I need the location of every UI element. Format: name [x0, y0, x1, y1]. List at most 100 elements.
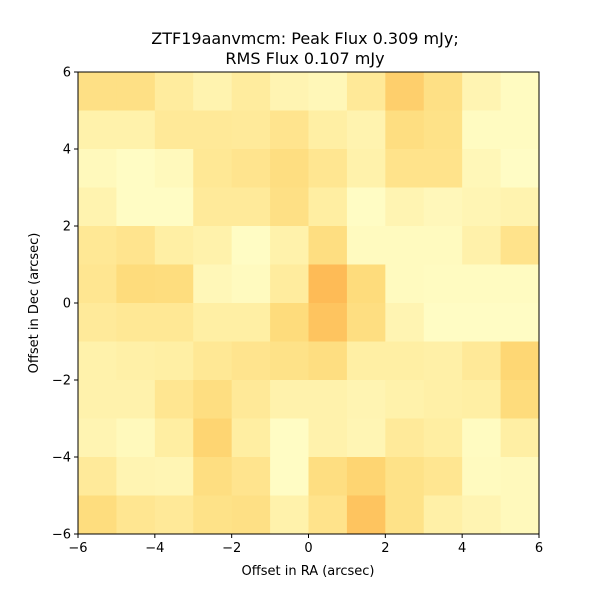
heatmap-cell	[270, 341, 309, 381]
heatmap-cell	[346, 495, 386, 535]
heatmap-cell	[78, 341, 117, 381]
heatmap-cell	[462, 264, 502, 304]
heatmap-cell	[154, 380, 194, 419]
x-axis-label: Offset in RA (arcsec)	[242, 564, 375, 579]
heatmap-cell	[385, 303, 425, 342]
heatmap-cell	[385, 380, 425, 419]
heatmap-cell	[500, 380, 540, 419]
heatmap-cell	[193, 303, 233, 342]
heatmap-cell	[116, 72, 156, 111]
heatmap-cell	[231, 226, 271, 265]
heatmap-cell	[193, 341, 233, 381]
heatmap-cell	[346, 457, 386, 496]
heatmap-cell	[116, 149, 156, 188]
heatmap-cell	[116, 341, 156, 381]
heatmap-cell	[500, 226, 540, 265]
heatmap-cell	[308, 457, 348, 496]
heatmap-cell	[423, 341, 463, 381]
heatmap-cell	[270, 457, 309, 496]
heatmap-cell	[500, 303, 540, 342]
heatmap-cell	[462, 303, 502, 342]
heatmap-cell	[193, 495, 233, 535]
heatmap-cell	[308, 226, 348, 265]
heatmap-cell	[231, 303, 271, 342]
heatmap-cell	[193, 149, 233, 188]
heatmap-cell	[231, 341, 271, 381]
heatmap-cell	[346, 380, 386, 419]
heatmap-cell	[423, 110, 463, 150]
heatmap-cell	[462, 187, 502, 227]
heatmap-cell	[116, 418, 156, 458]
heatmap-cell	[270, 418, 309, 458]
heatmap-cell	[270, 187, 309, 227]
heatmap-cell	[500, 187, 540, 227]
heatmap-cell	[231, 187, 271, 227]
y-tick-label: 2	[63, 220, 71, 235]
heatmap-cell	[462, 457, 502, 496]
heatmap-cell	[193, 418, 233, 458]
heatmap-cell	[116, 264, 156, 304]
heatmap-cell	[346, 264, 386, 304]
heatmap-cell	[385, 72, 425, 111]
heatmap-cell	[78, 418, 117, 458]
heatmap-cell	[154, 110, 194, 150]
heatmap-cell	[193, 187, 233, 227]
x-tick-label: −2	[222, 541, 241, 556]
heatmap-cell	[193, 72, 233, 111]
heatmap-cell	[193, 380, 233, 419]
y-tick-label: 6	[63, 66, 71, 81]
heatmap-cell	[78, 226, 117, 265]
heatmap-cell	[500, 495, 540, 535]
chart-title-line-1: ZTF19aanvmcm: Peak Flux 0.309 mJy;	[151, 29, 458, 48]
heatmap-cell	[270, 495, 309, 535]
heatmap-cell	[154, 418, 194, 458]
heatmap-cell	[423, 226, 463, 265]
heatmap-cell	[385, 495, 425, 535]
heatmap-cell	[385, 264, 425, 304]
x-tick-label: 0	[304, 541, 312, 556]
heatmap-cell	[308, 110, 348, 150]
chart-title-line-2: RMS Flux 0.107 mJy	[225, 49, 384, 68]
heatmap-cell	[462, 110, 502, 150]
heatmap-cell	[154, 149, 194, 188]
heatmap-cell	[78, 380, 117, 419]
heatmap-cell	[193, 226, 233, 265]
heatmap-cell	[385, 418, 425, 458]
heatmap-cell	[500, 457, 540, 496]
x-axis-ticks: −6 −4 −2 0 2 4 6	[68, 534, 543, 556]
y-tick-label: 4	[63, 143, 71, 158]
heatmap-cell	[308, 495, 348, 535]
heatmap-cell	[385, 226, 425, 265]
heatmap-cell	[78, 72, 117, 111]
heatmap-cell	[423, 72, 463, 111]
heatmap-cell	[500, 341, 540, 381]
heatmap-cell	[270, 226, 309, 265]
heatmap-cell	[462, 226, 502, 265]
heatmap-cell	[193, 264, 233, 304]
y-tick-label: −4	[52, 451, 71, 466]
heatmap-cell	[423, 457, 463, 496]
heatmap-cell	[308, 418, 348, 458]
heatmap-cell	[462, 72, 502, 111]
heatmap-cell	[78, 303, 117, 342]
y-axis-ticks: −6 −4 −2 0 2 4 6	[52, 66, 78, 543]
heatmap-cell	[154, 457, 194, 496]
heatmap-cell	[116, 457, 156, 496]
heatmap-cell	[462, 418, 502, 458]
heatmap-cell	[308, 149, 348, 188]
heatmap-cell	[193, 457, 233, 496]
x-tick-label: −6	[68, 541, 87, 556]
x-tick-label: 6	[535, 541, 543, 556]
heatmap-cells	[78, 72, 540, 535]
heatmap-cell	[270, 110, 309, 150]
heatmap-cell	[154, 226, 194, 265]
heatmap-cell	[116, 495, 156, 535]
y-tick-label: −2	[52, 374, 71, 389]
heatmap-cell	[385, 187, 425, 227]
heatmap-cell	[78, 149, 117, 188]
heatmap-cell	[78, 457, 117, 496]
heatmap-cell	[346, 110, 386, 150]
heatmap-cell	[231, 264, 271, 304]
heatmap-cell	[423, 149, 463, 188]
heatmap-cell	[346, 303, 386, 342]
